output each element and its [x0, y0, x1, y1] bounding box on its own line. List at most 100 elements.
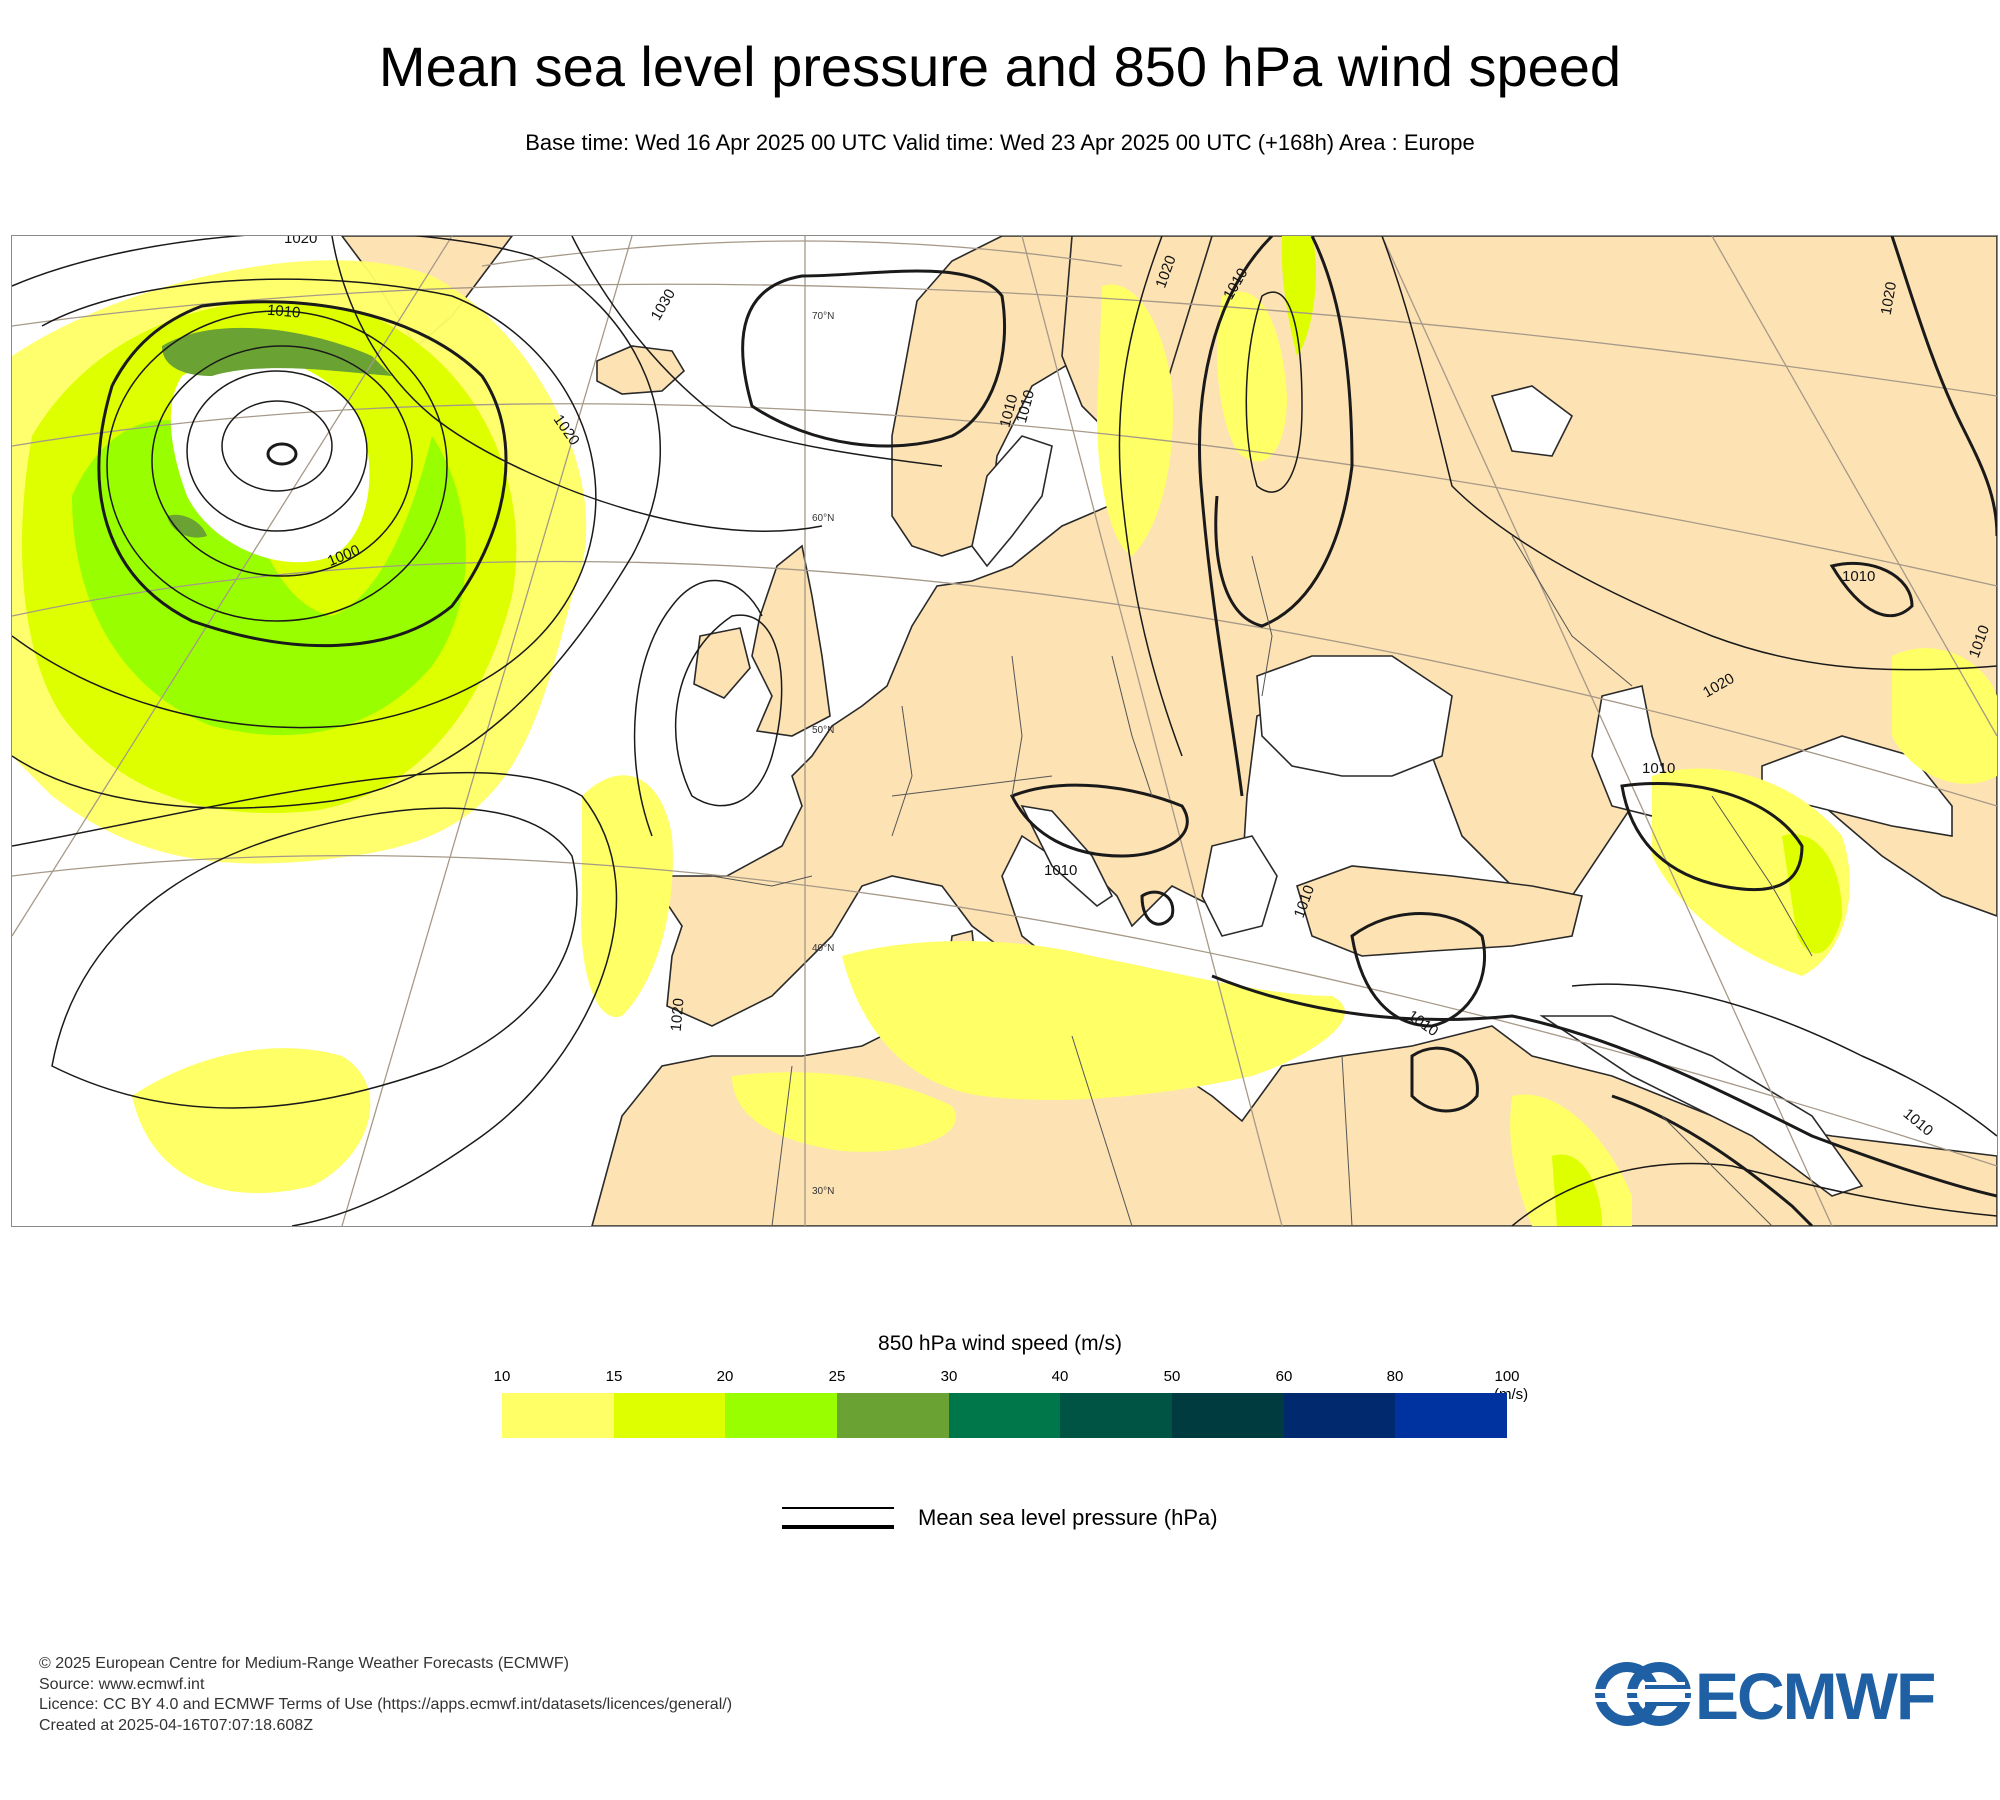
wind-10-15-canaries [132, 1048, 371, 1194]
colorbar-tick: 30 [940, 1368, 958, 1385]
isobar-1010-anatolia [1350, 912, 1487, 1028]
wind-25-30-low [167, 514, 207, 538]
isobar-1020-east [1381, 236, 1997, 671]
isobar-label: 1030 [648, 286, 679, 323]
isobar-1020-russia-north [1890, 236, 1997, 537]
border-ukraine-russia [1251, 555, 1273, 697]
colorbar-segment-40-50 [1060, 1393, 1173, 1438]
colorbar-segment-50-60 [1172, 1393, 1284, 1438]
adriatic-sea [1020, 804, 1114, 908]
isobar-1015-atlantic [12, 278, 597, 729]
isobar-1000 [151, 345, 413, 577]
isobar-low-ring-1 [221, 400, 333, 492]
red-sea [1539, 1015, 1864, 1197]
colorbar-tick: 80 [1386, 1368, 1404, 1385]
borders [711, 535, 1813, 1226]
mslp-thin-line [782, 1507, 894, 1509]
border-alps [891, 775, 1053, 797]
isobar-1010-africa [1211, 974, 1997, 1198]
wind-25-30-greenland [162, 327, 392, 376]
isobar-1010-persia [1829, 561, 1914, 617]
border-iran [1711, 795, 1813, 957]
wind-speed-colorbar [502, 1393, 1508, 1438]
map-panel: 70°N 60°N 50°N 40°N 30°N 1020 1010 1000 … [11, 235, 1998, 1227]
colorbar-segment-60-80 [1283, 1393, 1396, 1438]
ireland-land [693, 627, 751, 699]
isobar-label: 1010 [1044, 862, 1077, 879]
wind-10-15-iberia-west [581, 775, 673, 1017]
border-russia-kazakh [1511, 535, 1633, 687]
isobar-label: 1010 [1642, 760, 1675, 777]
wind-15-20-red-sea [1552, 1154, 1602, 1226]
wind-20-25-atlantic [72, 420, 466, 736]
wind-10-15-far-east [1892, 648, 1997, 784]
isobar-low-ring-4 [106, 310, 448, 622]
isobar-label: 1020 [668, 997, 688, 1032]
isobar-1010-levant [1620, 782, 1804, 892]
latitude-label-60n: 60°N [812, 513, 834, 524]
isobar-1020-biscay [633, 579, 763, 837]
colorbar-tick: 100 [1494, 1368, 1520, 1385]
turkey-land [1296, 865, 1583, 957]
border-morocco-algeria [771, 1065, 793, 1226]
parallel-40n [12, 560, 1997, 807]
mslp-line-key [782, 1505, 894, 1531]
border-france-spain [711, 875, 813, 887]
colorbar-tick: 15 [605, 1368, 623, 1385]
mslp-thick-line [782, 1525, 894, 1529]
copyright-line: © 2025 European Centre for Medium-Range … [39, 1655, 569, 1672]
isobar-label: 1010 [1900, 1105, 1936, 1139]
aegean-sea [1201, 835, 1278, 937]
europe-map: 70°N 60°N 50°N 40°N 30°N 1020 1010 1000 … [12, 236, 1997, 1226]
colorbar-segment-80-100 [1395, 1393, 1508, 1438]
isobar-label: 1020 [1878, 280, 1901, 316]
border-algeria-libya [1071, 1035, 1133, 1226]
border-france-germany [891, 705, 913, 837]
colorbar-segment-15-20 [613, 1393, 726, 1438]
isobar-1030-greenland [331, 236, 823, 532]
isobar-label: 1010 [1404, 1007, 1441, 1040]
latitude-label-70n: 70°N [812, 311, 834, 322]
created-line: Created at 2025-04-16T07:07:18.608Z [39, 1716, 313, 1734]
latitude-label-30n: 30°N [812, 1186, 834, 1197]
graticule [12, 236, 1997, 1226]
uk-land [751, 544, 831, 737]
licence-line: Licence: CC BY 4.0 and ECMWF Terms of Us… [39, 1696, 733, 1713]
parallel-60n [12, 283, 1997, 397]
border-saudi [1661, 1115, 1773, 1226]
parallel-70n [481, 240, 1123, 267]
isobar-1010-nile [1611, 1094, 1814, 1226]
isobar-1010-africa-south [1511, 1162, 1997, 1226]
isobar-1010-atlantic [97, 300, 508, 648]
colorbar-tick: 40 [1051, 1368, 1069, 1385]
colorbar-segment-25-30 [837, 1393, 949, 1438]
isobar-1010-low-east [1245, 291, 1303, 493]
isobar-1020-iberia [12, 771, 618, 1226]
colorbar-tick: 10 [493, 1368, 511, 1385]
ecmwf-logo: ECMWF [1595, 1659, 1970, 1733]
border-poland-ukraine [1111, 655, 1153, 797]
isobar-label: 1010 [1842, 568, 1875, 585]
baltic-sea [971, 435, 1053, 568]
colorbar-segment-10-15 [502, 1393, 614, 1438]
isobar-1010-balkans [1009, 783, 1189, 858]
wind-10-15-scandinavia [1097, 284, 1173, 556]
ecmwf-logo-text: ECMWF [1695, 1659, 1936, 1733]
isobar-low-ring-2 [186, 370, 368, 532]
ecmwf-logo-icon [1595, 1662, 1691, 1726]
mslp-legend-label: Mean sea level pressure (hPa) [918, 1505, 1218, 1530]
parallel-50n [12, 403, 1997, 587]
wind-10-15-sahara [732, 1072, 956, 1152]
isobar-1010-scandinavia [1198, 236, 1274, 797]
chart-subtitle: Base time: Wed 16 Apr 2025 00 UTC Valid … [525, 130, 1475, 155]
border-libya-egypt [1341, 1055, 1353, 1226]
white-sea [1490, 385, 1574, 457]
inland-seas [971, 385, 1953, 1197]
isobar-1020-atlantic [12, 236, 661, 809]
colorbar-tick: 60 [1275, 1368, 1293, 1385]
colorbar-segment-20-25 [725, 1393, 838, 1438]
isobar-1025-ridge [51, 807, 578, 1109]
wind-10-15-mediterranean [842, 941, 1345, 1100]
meridian-40w [12, 236, 453, 937]
legend-title: 850 hPa wind speed (m/s) [878, 1332, 1122, 1355]
